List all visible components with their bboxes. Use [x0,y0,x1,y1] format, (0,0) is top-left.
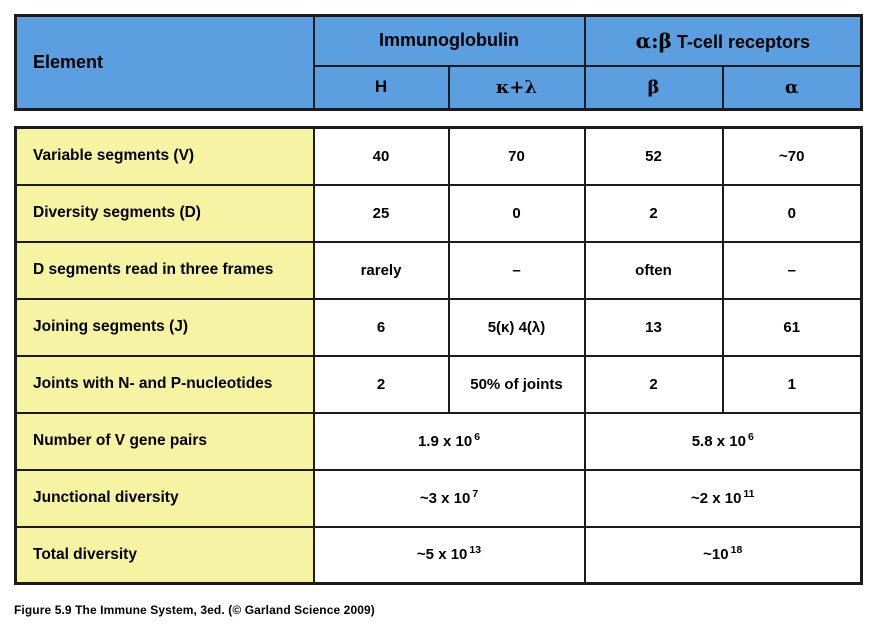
cell-value: 5(κ) 4(λ) [447,297,586,357]
row-label: Variable segments (V) [14,126,315,186]
value-exponent: 7 [472,487,479,500]
cell-value: 0 [721,183,863,243]
subheader-row: H κ+λ β α [16,64,863,111]
table-row: Diversity segments (D) 25 0 2 0 [14,183,863,243]
cell-value: 2 [583,183,724,243]
cell-value: 0 [447,183,586,243]
value-exponent: 6 [474,430,481,443]
alpha-beta-symbol: α:β [635,28,672,53]
cell-value-merged-immunoglobulin: ~3 x 10 7 [312,468,586,528]
cell-value-merged-immunoglobulin: ~5 x 10 13 [312,525,586,585]
header-table: Element Immunoglobulin α:β T-cell recept… [14,14,864,111]
group-header-immunoglobulin: Immunoglobulin [312,14,586,67]
cell-value: rarely [312,240,450,300]
cell-value: 52 [583,126,724,186]
cell-value: 70 [447,126,586,186]
body-table: Variable segments (V) 40 70 52 ~70 Diver… [14,126,863,585]
row-label: Junctional diversity [14,468,315,528]
table-row: Junctional diversity ~3 x 10 7 ~2 x 10 11 [14,468,863,528]
value-base: ~2 x 10 [690,489,742,507]
table-row: Number of V gene pairs 1.9 x 10 6 5.8 x 1… [14,411,863,471]
cell-value: 25 [312,183,450,243]
cell-value: 61 [721,297,863,357]
table-row: Variable segments (V) 40 70 52 ~70 [14,126,863,186]
cell-value: ~70 [721,126,863,186]
column-header-alpha: α [721,64,863,111]
value-base: ~10 [703,546,729,564]
row-label: Diversity segments (D) [14,183,315,243]
table-row: Total diversity ~5 x 10 13 ~10 18 [14,525,863,585]
group-tcell-label: T-cell receptors [676,31,810,52]
value-base: 1.9 x 10 [417,432,473,450]
cell-value-merged-immunoglobulin: 1.9 x 10 6 [312,411,586,471]
cell-value: 6 [312,297,450,357]
cell-value: often [583,240,724,300]
cell-value: – [447,240,586,300]
value-exponent: 11 [743,487,755,500]
group-header-row: Element Immunoglobulin α:β T-cell recept… [14,14,863,111]
row-label: Number of V gene pairs [14,411,315,471]
row-label: Joining segments (J) [14,297,315,357]
cell-value-merged-tcell: 5.8 x 10 6 [583,411,863,471]
cell-value: 1 [721,354,863,414]
row-label: D segments read in three frames [14,240,315,300]
group-header-tcell-receptors: α:β T-cell receptors [583,14,863,67]
value-exponent: 18 [730,544,743,557]
cell-value-merged-tcell: ~10 18 [583,525,863,585]
value-exponent: 13 [469,544,482,557]
column-header-h: H [312,64,450,111]
figure-caption: Figure 5.9 The Immune System, 3ed. (© Ga… [14,603,375,617]
row-label: Joints with N- and P-nucleotides [14,354,315,414]
cell-value: 50% of joints [447,354,586,414]
column-header-beta: β [583,64,724,111]
cell-value: 2 [312,354,450,414]
table-row: Joining segments (J) 6 5(κ) 4(λ) 13 61 [14,297,863,357]
cell-value-merged-tcell: ~2 x 10 11 [583,468,863,528]
value-base: ~5 x 10 [416,546,468,564]
column-header-kappa-lambda: κ+λ [447,64,586,111]
value-base: 5.8 x 10 [691,432,746,450]
table-row: Joints with N- and P-nucleotides 2 50% o… [14,354,863,414]
cell-value: 2 [583,354,724,414]
cell-value: 40 [312,126,450,186]
value-base: ~3 x 10 [419,489,471,507]
element-column-header: Element [14,14,315,111]
table-row: D segments read in three frames rarely –… [14,240,863,300]
cell-value: 13 [583,297,724,357]
cell-value: – [721,240,863,300]
row-label: Total diversity [14,525,315,585]
group-immunoglobulin-label: Immunoglobulin [379,30,519,51]
value-exponent: 6 [747,430,754,443]
